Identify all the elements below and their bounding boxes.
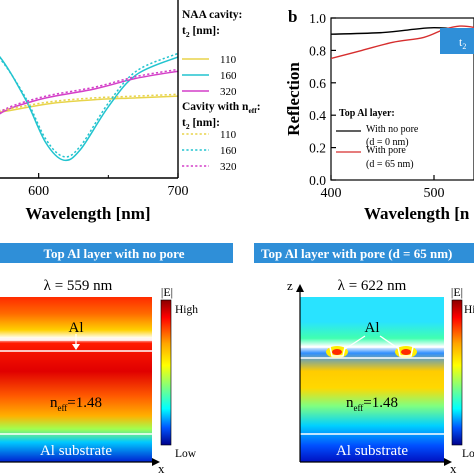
panel-b-series-pore xyxy=(331,25,474,60)
panel-b-frame xyxy=(330,17,474,181)
field-right-x-arrow xyxy=(444,458,452,466)
panel-a-series-dotted-320 xyxy=(0,68,178,113)
panel-a-xtick-label: 700 xyxy=(168,184,189,199)
field-right-hotspot-right-core xyxy=(401,349,411,355)
legend-a-sub-1: t2 [nm]: xyxy=(182,25,220,39)
panel-a-series-dotted-110 xyxy=(0,93,178,112)
field-left-lambda: λ = 559 nm xyxy=(44,278,113,294)
panel-b-ytick-label: 0.6 xyxy=(309,76,326,91)
field-right-axis-z: z xyxy=(287,278,293,293)
panel-a-plot-area xyxy=(0,52,178,162)
legend-a-sub-2: t2 [nm]: xyxy=(182,117,220,131)
field-left-colorbar-low: Low xyxy=(175,448,197,460)
panel-b-inset-label: t2 xyxy=(459,35,466,51)
legend-a-label-solid-160: 160 xyxy=(220,70,237,82)
panel-b-ytick-label: 1.0 xyxy=(309,11,326,26)
field-right-lambda: λ = 622 nm xyxy=(338,278,407,294)
panel-a: 500600700 Wavelength [nm] NAA cavity: t2… xyxy=(0,0,261,223)
field-left-title: Top Al layer with no pore xyxy=(44,246,185,261)
field-right-colorbar xyxy=(451,299,463,446)
legend-a-label-solid-110: 110 xyxy=(220,54,237,66)
field-map-left: Top Al layer with no pore λ = 559 nm Al … xyxy=(0,243,233,474)
panel-b-plot-area xyxy=(331,25,474,60)
legend-b-detail-pore: (d = 65 nm) xyxy=(366,159,414,170)
field-left-al-label: Al xyxy=(69,320,84,336)
field-left-colorbar xyxy=(160,299,172,446)
field-left-title-bar xyxy=(0,243,233,263)
field-right-colorbar-label: |E| xyxy=(451,285,463,299)
field-left-substrate: Al substrate xyxy=(40,443,112,459)
legend-a-dotted-entries: 110 160 320 xyxy=(182,129,237,173)
panel-b-ytick-label: 0.4 xyxy=(309,108,326,123)
field-right-colorbar-high: High xyxy=(464,304,474,316)
panel-a-xlabel: Wavelength [nm] xyxy=(25,204,150,223)
field-right-al-top-outline xyxy=(300,346,444,357)
panel-b-xtick-label: 400 xyxy=(321,186,342,201)
panel-b-ylabel: Reflection xyxy=(284,62,303,136)
legend-b-label-no-pore: With no pore xyxy=(366,124,419,135)
panel-a-legend: NAA cavity: t2 [nm]: 110 160 320 Cavity wi… xyxy=(182,9,261,173)
field-right-title-bar xyxy=(254,243,474,263)
field-right-hotspot-left-core xyxy=(332,349,342,355)
field-right-title: Top Al layer with pore (d = 65 nm) xyxy=(261,246,452,261)
panel-a-ticks: 500600700 xyxy=(28,173,189,199)
field-right-al-arrow-right xyxy=(379,335,400,350)
panel-a-xtick-label: 600 xyxy=(28,184,49,199)
panel-a-series-solid-320 xyxy=(0,70,178,115)
field-left-colorbar-high: High xyxy=(175,304,198,316)
panel-b: b 0.00.20.40.60.81.040050060 Reflection … xyxy=(284,7,474,223)
field-left-neff: neff=1.48 xyxy=(50,395,102,413)
legend-b-detail-no-pore: (d = 0 nm) xyxy=(366,137,409,148)
panel-b-xlabel: Wavelength [n xyxy=(364,204,470,223)
field-right-al-arrow-left xyxy=(344,335,366,350)
panel-b-ticks: 0.00.20.40.60.81.040050060 xyxy=(309,11,445,201)
panel-b-ytick-label: 0.8 xyxy=(309,43,326,58)
field-left-axis-x: x xyxy=(158,461,165,474)
legend-a-label-solid-320: 320 xyxy=(220,86,237,98)
field-left-colorbar-label: |E| xyxy=(161,285,173,299)
panel-b-series-no-pore xyxy=(331,26,474,47)
legend-a-label-dotted-110: 110 xyxy=(220,129,237,141)
field-left-lambda-bg xyxy=(0,271,159,297)
field-right-z-arrow xyxy=(296,284,304,292)
field-right-colorbar-low: Lo xyxy=(462,448,474,460)
field-map-right: Top Al layer with pore (d = 65 nm) λ = 6… xyxy=(254,243,474,474)
panel-b-xtick-label: 500 xyxy=(424,186,445,201)
legend-a-label-dotted-160: 160 xyxy=(220,145,237,157)
panel-a-series-solid-110 xyxy=(0,95,178,113)
legend-b-label-pore: With pore xyxy=(366,145,406,156)
panel-b-legend: Top Al layer: With no pore (d = 0 nm) Wi… xyxy=(336,108,419,170)
legend-a-title-1: NAA cavity: xyxy=(182,9,242,21)
legend-b-title: Top Al layer: xyxy=(339,108,395,119)
panel-b-inset-box xyxy=(440,28,474,54)
field-right-axis-x: x xyxy=(450,461,457,474)
field-right-al-label: Al xyxy=(365,320,380,336)
legend-a-label-dotted-320: 320 xyxy=(220,161,237,173)
legend-a-solid-entries: 110 160 320 xyxy=(182,54,237,98)
field-left-x-arrow xyxy=(152,458,160,466)
field-right-neff: neff=1.48 xyxy=(346,395,398,413)
legend-a-title-2: Cavity with neff: xyxy=(182,101,261,115)
field-right-substrate: Al substrate xyxy=(336,443,408,459)
panel-b-ytick-label: 0.0 xyxy=(309,173,326,188)
panel-b-ytick-label: 0.2 xyxy=(309,141,326,156)
panel-b-label: b xyxy=(288,7,297,26)
panel-a-series-solid-160 xyxy=(0,55,178,162)
field-left-al-arrow-head xyxy=(72,344,80,350)
